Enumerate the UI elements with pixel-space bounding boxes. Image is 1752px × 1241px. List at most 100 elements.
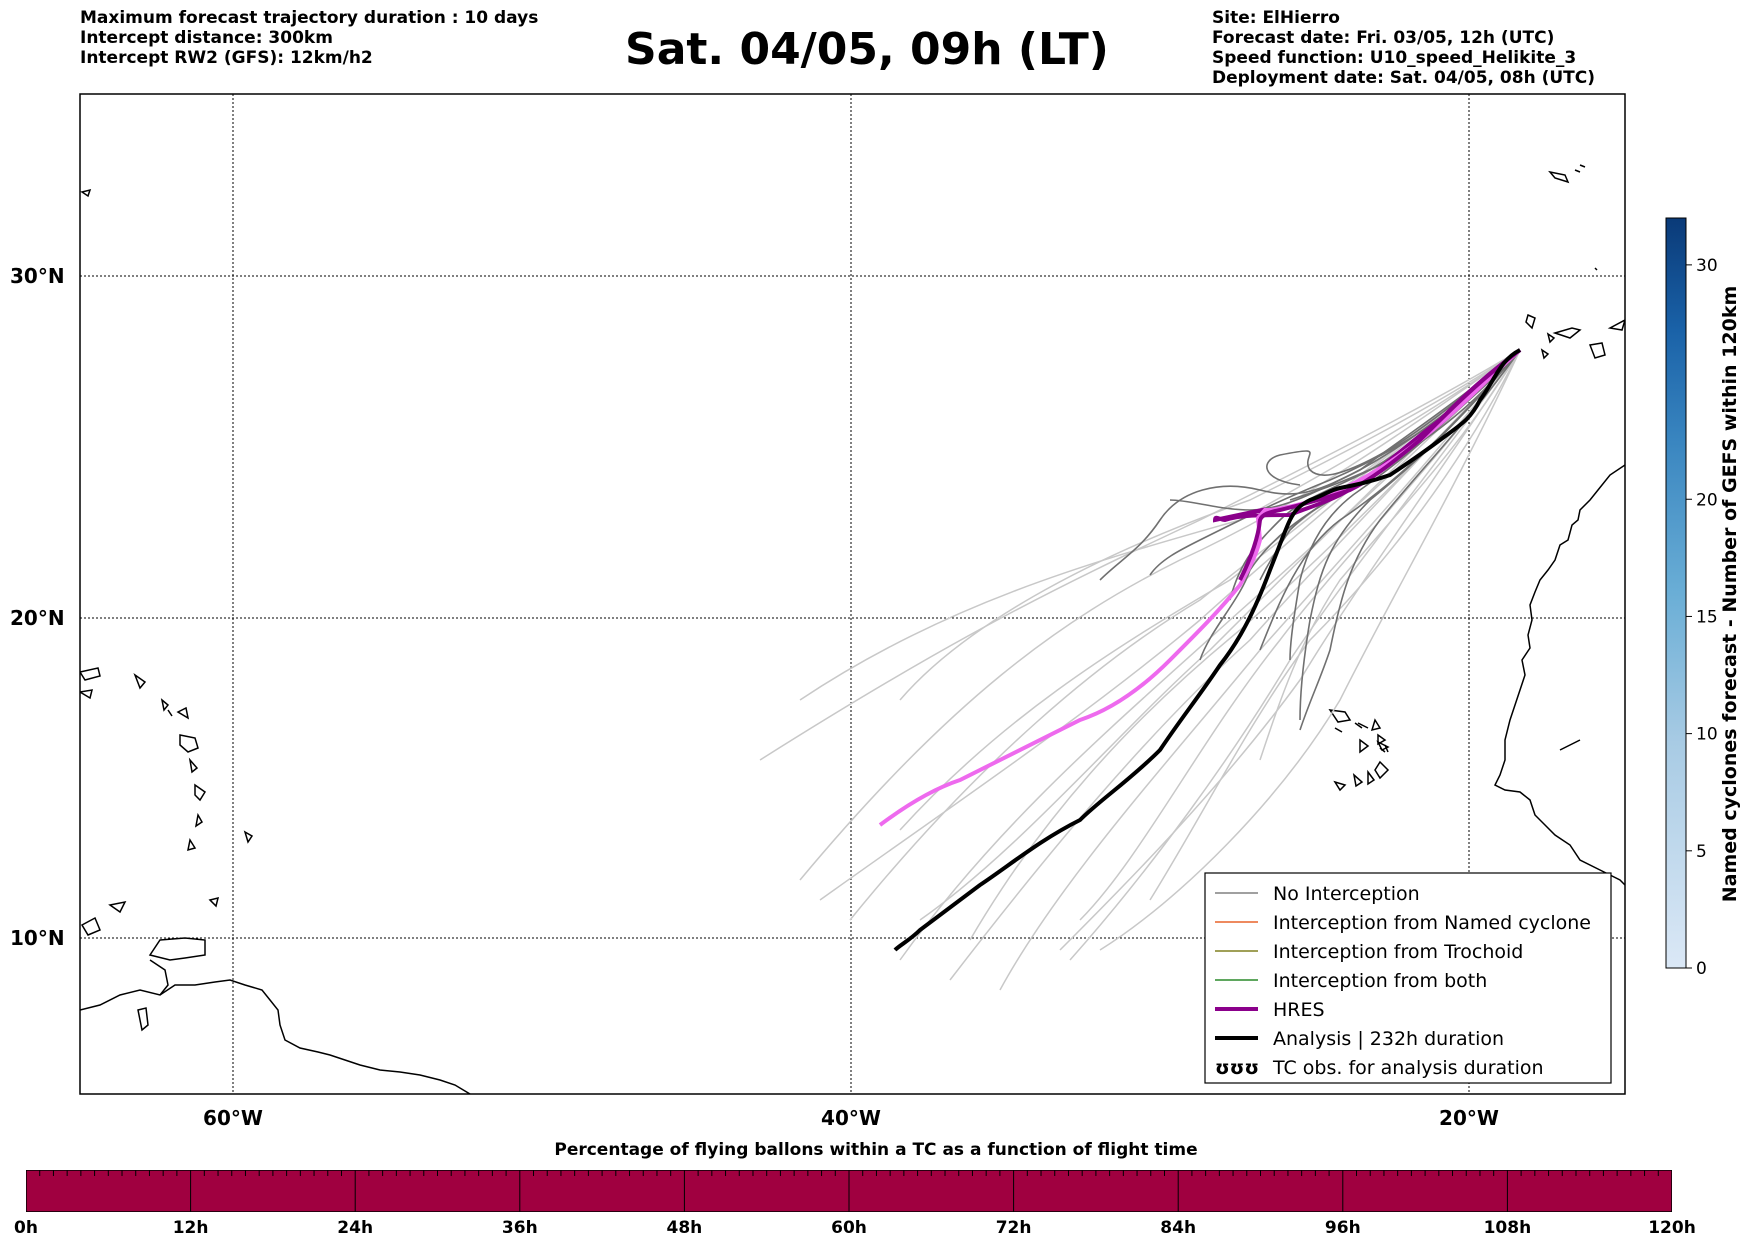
time-bar-label: 96h (1324, 1218, 1361, 1238)
coast-cv-11 (1374, 760, 1390, 780)
coast-trinidad (148, 937, 206, 961)
ensemble-trajectory (899, 349, 1521, 701)
coast-cv-6 (1384, 744, 1389, 753)
lon-label-40w: 40°W (821, 1106, 881, 1130)
coast-lapalma (1525, 313, 1536, 330)
coast-guadeloupe (179, 734, 199, 753)
coast-cv-14 (1367, 769, 1376, 786)
time-bar-label: 24h (337, 1218, 374, 1238)
legend-label: Analysis | 232h duration (1273, 1028, 1504, 1050)
legend-label: Interception from Trochoid (1273, 941, 1523, 963)
lat-label-20n: 20°N (10, 606, 65, 630)
coast-cv-1 (1328, 709, 1352, 723)
coast-cv-3 (1354, 722, 1363, 729)
legend-label: Interception from Named cyclone (1273, 912, 1591, 934)
hres-trajectory-start (1238, 348, 1522, 581)
coast-grancanaria (1588, 342, 1606, 359)
coast-island-a (80, 916, 101, 936)
header-info-right: Site: ElHierro Forecast date: Fri. 03/05… (1212, 8, 1595, 88)
ensemble-trajectory (799, 349, 1521, 701)
legend: No Interception Interception from Named c… (1204, 872, 1612, 1084)
time-bar-label: 84h (1160, 1218, 1197, 1238)
coast-cv-8 (1379, 747, 1386, 753)
coast-dominica (188, 757, 199, 774)
ensemble-trajectory (1059, 349, 1521, 951)
coast-cv-10 (1359, 738, 1370, 754)
time-bar-label: 60h (831, 1218, 867, 1238)
coast-small-2 (176, 706, 190, 720)
lon-label-20w: 20°W (1439, 1106, 1499, 1130)
coast-island-d (137, 1007, 149, 1032)
ensemble-trajectory (1099, 349, 1521, 581)
time-bar-label: 72h (995, 1218, 1032, 1238)
coast-selvagens (1594, 267, 1598, 271)
coast-porto-santo (1574, 169, 1581, 173)
coast-africa (1493, 464, 1625, 886)
coast-south-america (80, 979, 471, 1094)
lon-label-60w: 60°W (203, 1106, 263, 1130)
time-bar-label: 12h (172, 1218, 209, 1238)
coast-stvincent (187, 838, 197, 852)
time-bar-label: 120h (1648, 1218, 1696, 1238)
lat-label-10n: 10°N (10, 926, 65, 950)
coast-small-1 (167, 709, 173, 717)
ensemble-trajectory (1079, 349, 1521, 921)
legend-label: TC obs. for analysis duration (1272, 1057, 1544, 1079)
coast-cv-13 (1352, 773, 1364, 788)
coast-paria (149, 959, 169, 996)
ensemble-trajectory (1266, 349, 1521, 486)
legend-label: Interception from both (1273, 970, 1487, 992)
colorbar-tick-label: 5 (1696, 842, 1707, 862)
coast-gomera (1546, 332, 1556, 344)
coast-desertas (1579, 164, 1586, 168)
coast-virgin (80, 689, 94, 700)
header-duration: Maximum forecast trajectory duration : 1… (80, 8, 539, 28)
coast-madeira (1548, 170, 1570, 184)
colorbar-label: Named cyclones forecast - Number of GEFS… (1719, 286, 1741, 903)
ensemble-trajectory (1099, 349, 1521, 951)
coast-bermuda (80, 188, 92, 198)
colorbar-tick-label: 15 (1696, 607, 1718, 627)
time-bar-label: 0h (14, 1218, 38, 1238)
coast-antigua (160, 698, 170, 712)
header-speed-function: Speed function: U10_speed_Helikite_3 (1212, 48, 1577, 68)
coast-island-c (208, 896, 220, 908)
time-bar-label: 36h (501, 1218, 538, 1238)
analysis-trajectory (893, 348, 1521, 952)
header-info-left: Maximum forecast trajectory duration : 1… (80, 8, 538, 68)
coast-barbados (243, 830, 254, 844)
ensemble-trajectory (1259, 349, 1521, 651)
coast-puerto-rico (80, 667, 101, 681)
coast-cv-5 (1376, 740, 1390, 752)
legend-label: No Interception (1273, 883, 1420, 905)
page-title: Sat. 04/05, 09h (LT) (625, 24, 1109, 75)
header-forecast-date: Forecast date: Fri. 03/05, 12h (UTC) (1212, 28, 1555, 48)
header-deployment-date: Deployment date: Sat. 04/05, 08h (UTC) (1212, 68, 1596, 88)
colorbar-tick-label: 10 (1696, 725, 1718, 745)
ensemble-trajectory (899, 349, 1521, 961)
ensemble-trajectory (1259, 349, 1521, 761)
time-bar-title: Percentage of flying ballons within a TC… (554, 1140, 1198, 1160)
legend-box (1204, 872, 1612, 1084)
colorbar-tick-label: 30 (1696, 256, 1718, 276)
legend-symbol-tc: ʊʊʊ (1215, 1057, 1259, 1079)
colorbar-tick-label: 0 (1696, 959, 1707, 979)
ensemble-trajectory (999, 349, 1521, 991)
coastlines (80, 164, 1625, 1094)
coast-cv-2 (1370, 718, 1382, 732)
coast-hierro (1540, 348, 1550, 360)
coast-cv-7 (1334, 727, 1343, 733)
ensemble-trajectory (759, 349, 1521, 761)
coast-martinique (194, 783, 207, 802)
time-bar (26, 1170, 1672, 1212)
coast-fuerteventura (1607, 319, 1625, 331)
header-site: Site: ElHierro (1212, 8, 1340, 28)
header-intercept-distance: Intercept distance: 300km (80, 28, 333, 48)
coast-africa-detail (1559, 739, 1581, 751)
ensemble-trajectory (799, 349, 1521, 881)
coast-cv-12 (1333, 780, 1347, 792)
time-bar-label: 48h (666, 1218, 703, 1238)
coast-cv-4 (1377, 733, 1387, 746)
coast-cv-9 (1357, 722, 1369, 729)
